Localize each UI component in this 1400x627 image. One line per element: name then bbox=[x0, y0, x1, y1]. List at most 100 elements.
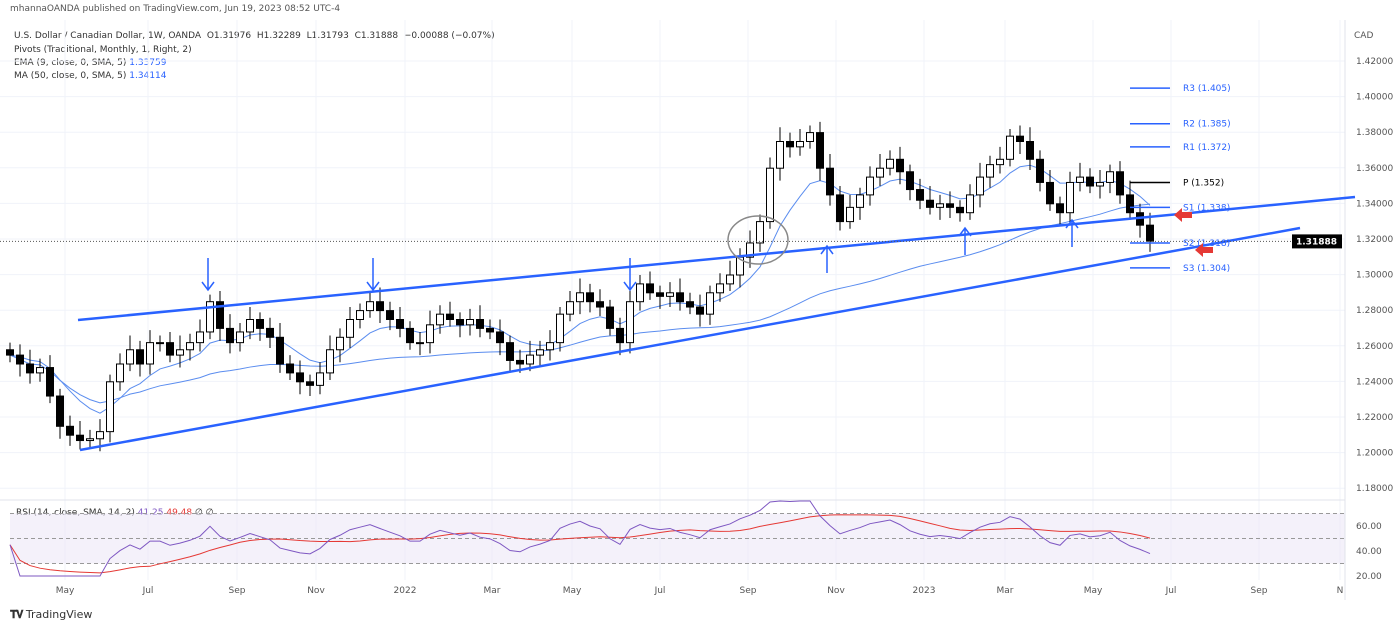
candle bbox=[656, 285, 664, 309]
candle bbox=[6, 342, 14, 363]
x-tick-label: May bbox=[1084, 586, 1103, 596]
candle-body bbox=[426, 324, 434, 344]
candle-body bbox=[136, 349, 144, 365]
candle bbox=[726, 260, 734, 292]
candle-body bbox=[76, 434, 84, 442]
candle-body bbox=[346, 319, 354, 338]
candle-body bbox=[826, 167, 834, 196]
candle-body bbox=[856, 194, 864, 208]
candle bbox=[526, 340, 534, 372]
pivot-label: P (1.352) bbox=[1183, 178, 1224, 188]
highlight-circle bbox=[727, 215, 789, 265]
x-tick-label: Nov bbox=[827, 586, 845, 596]
candle bbox=[76, 420, 84, 450]
candle bbox=[266, 317, 274, 348]
ema-label: EMA (9, close, 0, SMA, 5) bbox=[14, 58, 127, 68]
candle bbox=[596, 289, 604, 316]
candle bbox=[736, 248, 744, 288]
candle bbox=[1006, 129, 1014, 167]
pivot-label: R1 (1.372) bbox=[1183, 143, 1231, 153]
candle-body bbox=[806, 132, 814, 143]
candle-body bbox=[996, 158, 1004, 166]
candle-body bbox=[386, 310, 394, 321]
candle-body bbox=[366, 301, 374, 312]
candle-body bbox=[696, 306, 704, 315]
x-tick-label: May bbox=[56, 586, 75, 596]
x-tick-label: Sep bbox=[229, 586, 246, 596]
candle bbox=[836, 186, 844, 231]
ohlc-high: H1.32289 bbox=[256, 31, 301, 41]
candle bbox=[626, 287, 634, 354]
candle-body bbox=[166, 342, 174, 356]
candle-body bbox=[746, 242, 754, 258]
trendline-upper bbox=[77, 195, 1356, 322]
candle-body bbox=[896, 158, 904, 173]
x-tick-label: 2022 bbox=[394, 586, 417, 596]
red-arrow-icon bbox=[1195, 243, 1213, 257]
candle bbox=[146, 330, 154, 375]
candle bbox=[46, 355, 54, 404]
candle-body bbox=[1016, 135, 1024, 143]
candle bbox=[236, 323, 244, 352]
candle bbox=[506, 335, 514, 372]
candle-body bbox=[1146, 224, 1154, 242]
candle bbox=[956, 200, 964, 222]
down-arrow-icon bbox=[366, 258, 380, 292]
candle bbox=[86, 429, 94, 448]
x-tick-label: Jul bbox=[654, 586, 666, 596]
candle-body bbox=[876, 167, 884, 178]
candle-body bbox=[966, 194, 974, 214]
candle-body bbox=[796, 141, 804, 148]
red-arrow-icon bbox=[1174, 208, 1192, 222]
candle-body bbox=[466, 319, 474, 326]
candle-body bbox=[286, 363, 294, 374]
candle bbox=[426, 310, 434, 354]
candle bbox=[866, 166, 874, 206]
x-tick-label: Mar bbox=[997, 586, 1014, 596]
candle bbox=[766, 157, 774, 229]
candle-body bbox=[96, 431, 104, 440]
candle bbox=[806, 125, 814, 149]
candle bbox=[906, 164, 914, 201]
candle-body bbox=[486, 327, 494, 333]
candle bbox=[1136, 203, 1144, 238]
candle bbox=[1146, 212, 1154, 252]
candle bbox=[1106, 164, 1114, 194]
ohlc-close: C1.31888 bbox=[354, 31, 399, 41]
pivot-label: S2 (1.318) bbox=[1183, 239, 1230, 249]
candle bbox=[796, 129, 804, 156]
candle bbox=[856, 187, 864, 220]
candle-body bbox=[986, 164, 994, 178]
candle bbox=[676, 278, 684, 311]
candle bbox=[716, 273, 724, 302]
candle-body bbox=[156, 342, 164, 345]
rsi-extra: ∅ ∅ bbox=[195, 508, 214, 518]
candle bbox=[666, 282, 674, 308]
candle-body bbox=[66, 425, 74, 436]
candle-body bbox=[766, 167, 774, 223]
up-arrow-icon bbox=[958, 226, 972, 255]
candle bbox=[186, 333, 194, 361]
candle-body bbox=[686, 301, 694, 308]
candle-body bbox=[116, 363, 124, 383]
candle-body bbox=[106, 381, 114, 433]
candle bbox=[746, 230, 754, 268]
pivots-legend[interactable]: Pivots (Traditional, Monthly, 1, Right, … bbox=[14, 45, 192, 55]
last-price-text: 1.31888 bbox=[1296, 237, 1337, 247]
candle bbox=[686, 292, 694, 315]
tradingview-logo[interactable]: 𝐓𝐕 TradingView bbox=[10, 608, 92, 622]
pivot-label: R2 (1.385) bbox=[1183, 120, 1231, 130]
candle-body bbox=[56, 395, 64, 427]
candle bbox=[26, 349, 34, 384]
ohlc-open: O1.31976 bbox=[206, 31, 252, 41]
candle-body bbox=[146, 342, 154, 365]
candle-body bbox=[656, 292, 664, 297]
candle-body bbox=[786, 141, 794, 148]
candle bbox=[466, 308, 474, 336]
candle bbox=[846, 194, 854, 229]
x-tick-label: Sep bbox=[1251, 586, 1268, 596]
candle-body bbox=[776, 141, 784, 169]
candle bbox=[1026, 127, 1034, 170]
candle-body bbox=[596, 301, 604, 308]
